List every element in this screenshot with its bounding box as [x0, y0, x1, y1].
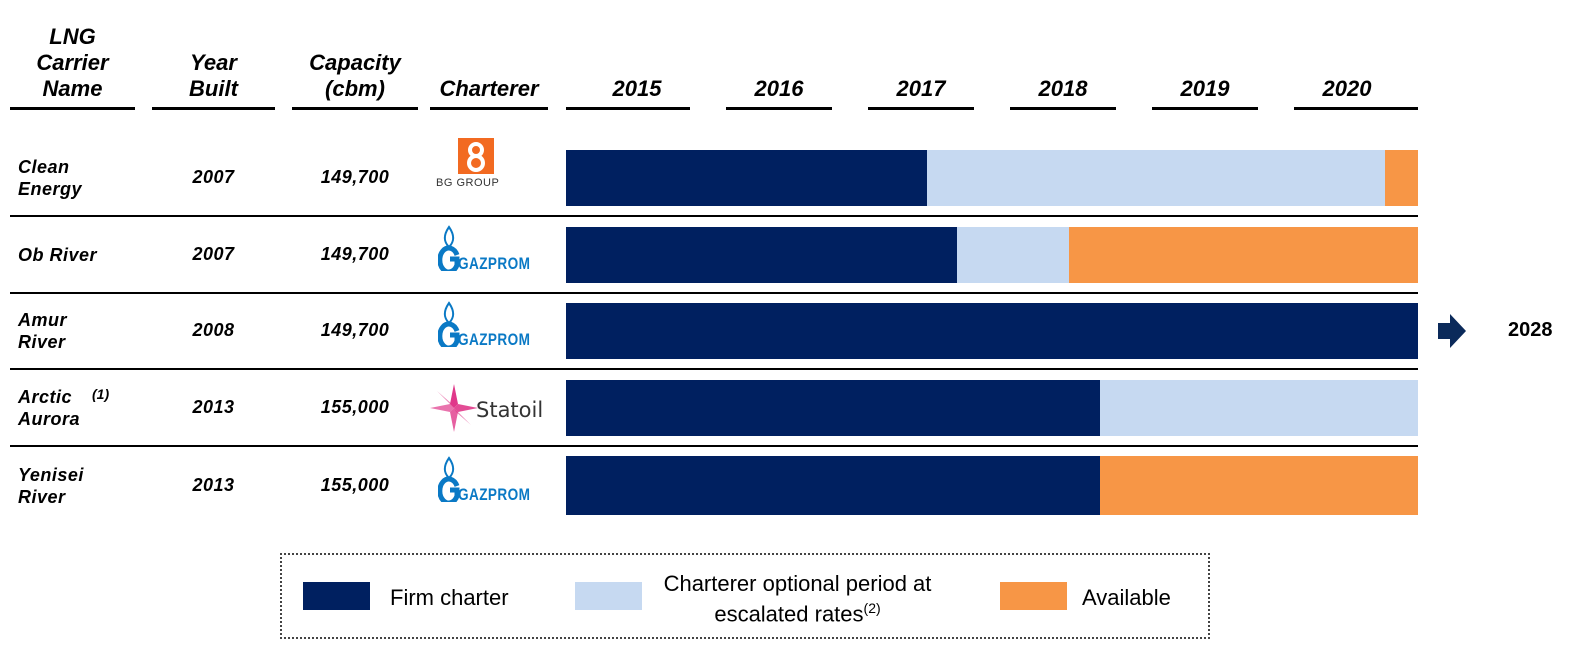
- charter-bar: [566, 456, 1100, 515]
- capacity: 149,700: [320, 167, 390, 187]
- charter-bar: [566, 150, 927, 206]
- row-separator: [10, 292, 1418, 294]
- row-separator: [10, 215, 1418, 217]
- year-built: 2008: [192, 320, 235, 340]
- legend-label: Firm charter: [390, 585, 509, 610]
- legend-box: [280, 553, 1210, 639]
- year-underline: [726, 107, 832, 110]
- charter-bar: [926, 150, 1386, 206]
- gazprom-logo-icon: [437, 301, 460, 351]
- row-separator: [10, 368, 1418, 370]
- carrier-name: Yenisei River: [18, 464, 84, 507]
- column-header: Charterer: [439, 76, 539, 101]
- charter-bar: [1068, 227, 1418, 283]
- year-header: 2019: [1180, 76, 1230, 101]
- year-header: 2016: [754, 76, 804, 101]
- gazprom-logo-icon: [437, 225, 460, 275]
- column-header: Capacity (cbm): [309, 50, 401, 101]
- year-header: 2017: [896, 76, 946, 101]
- year-underline: [1152, 107, 1258, 110]
- charter-bar: [566, 380, 1100, 436]
- continue-arrow: [1438, 314, 1466, 348]
- year-underline: [1010, 107, 1116, 110]
- capacity: 149,700: [320, 320, 390, 340]
- charter-bar: [1099, 456, 1418, 515]
- charterer-name: BG GROUP: [436, 177, 500, 189]
- year-built: 2013: [192, 474, 235, 495]
- charterer-name: Statoil: [476, 398, 544, 422]
- legend-label: Charterer optional period at escalated r…: [663, 571, 932, 627]
- charter-bar: [566, 303, 1418, 359]
- bg-logo-icon: [458, 138, 494, 174]
- charter-bar: [1385, 150, 1418, 206]
- charterer-name: GAZPROM: [458, 484, 531, 504]
- year-header: 2020: [1322, 76, 1372, 101]
- charterer-name: GAZPROM: [458, 254, 531, 273]
- year-underline: [566, 107, 690, 110]
- legend-swatch: [1000, 582, 1067, 610]
- year-header: 2018: [1038, 76, 1088, 101]
- header-underline: [430, 107, 548, 110]
- row-separator: [10, 445, 1418, 447]
- name-footnote: (1): [92, 386, 110, 402]
- carrier-name: Clean Energy: [18, 157, 83, 199]
- header-underline: [292, 107, 418, 110]
- header-underline: [10, 107, 135, 110]
- statoil-logo-icon: [428, 382, 480, 434]
- carrier-name: Ob River: [18, 245, 98, 265]
- year-built: 2013: [192, 397, 235, 417]
- legend-swatch: [303, 582, 370, 610]
- carrier-name: Arctic Aurora: [18, 387, 81, 429]
- capacity: 155,000: [320, 397, 390, 417]
- charter-bar: [566, 227, 957, 283]
- legend-swatch: [575, 582, 642, 610]
- column-header: Year Built: [189, 50, 238, 101]
- year-built: 2007: [192, 167, 235, 187]
- year-underline: [1294, 107, 1418, 110]
- capacity: 155,000: [320, 474, 390, 495]
- end-year-annotation: 2028: [1508, 319, 1553, 341]
- charter-bar: [956, 227, 1069, 283]
- charterer-name: GAZPROM: [458, 330, 531, 349]
- year-built: 2007: [192, 244, 235, 264]
- year-header: 2015: [612, 76, 662, 101]
- legend-label: Available: [1082, 585, 1171, 610]
- legend-footnote: (2): [863, 600, 881, 616]
- capacity: 149,700: [320, 244, 390, 264]
- header-underline: [152, 107, 275, 110]
- charter-bar: [1099, 380, 1418, 436]
- year-underline: [868, 107, 974, 110]
- carrier-name: Amur River: [18, 310, 68, 352]
- gazprom-logo-icon: [437, 455, 460, 505]
- column-header: LNG Carrier Name: [36, 24, 109, 101]
